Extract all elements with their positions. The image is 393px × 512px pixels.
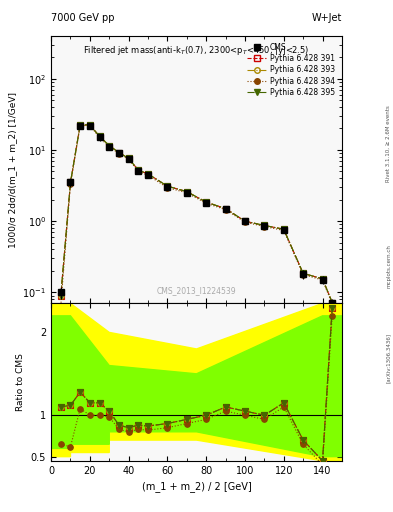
Polygon shape (51, 304, 342, 461)
Text: Filtered jet mass(anti-k$_T$(0.7), 2300<p$_T$<450, |y|<2.5): Filtered jet mass(anti-k$_T$(0.7), 2300<… (83, 44, 310, 57)
X-axis label: (m_1 + m_2) / 2 [GeV]: (m_1 + m_2) / 2 [GeV] (141, 481, 252, 492)
Text: CMS_2013_I1224539: CMS_2013_I1224539 (157, 286, 236, 295)
Y-axis label: 1000/σ 2dσ/d(m_1 + m_2) [1/GeV]: 1000/σ 2dσ/d(m_1 + m_2) [1/GeV] (8, 92, 17, 248)
Y-axis label: Ratio to CMS: Ratio to CMS (16, 353, 25, 411)
Text: W+Jet: W+Jet (312, 13, 342, 23)
Text: [arXiv:1306.3436]: [arXiv:1306.3436] (386, 333, 391, 383)
Text: 7000 GeV pp: 7000 GeV pp (51, 13, 115, 23)
Text: mcplots.cern.ch: mcplots.cern.ch (386, 244, 391, 288)
Text: Rivet 3.1.10, ≥ 2.6M events: Rivet 3.1.10, ≥ 2.6M events (386, 105, 391, 182)
Polygon shape (51, 316, 342, 457)
Legend: CMS, Pythia 6.428 391, Pythia 6.428 393, Pythia 6.428 394, Pythia 6.428 395: CMS, Pythia 6.428 391, Pythia 6.428 393,… (244, 39, 338, 100)
